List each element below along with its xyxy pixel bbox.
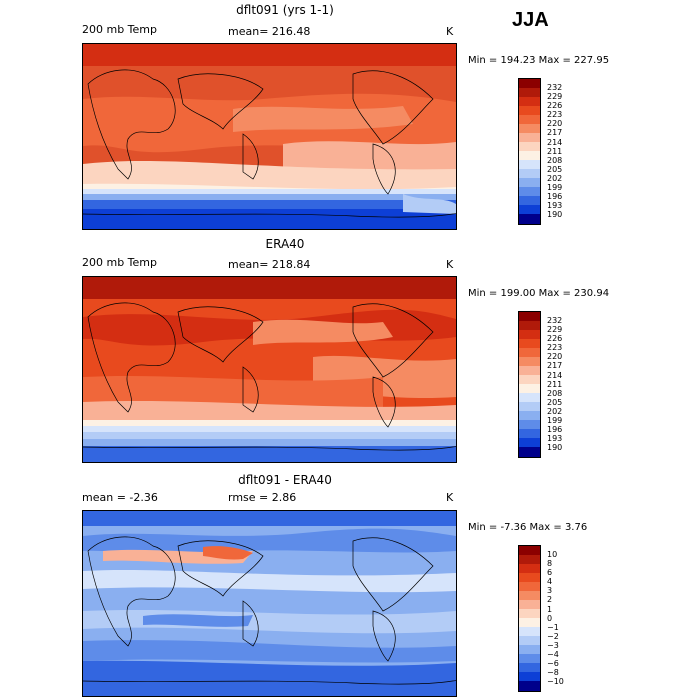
- colorbar-tick: 226: [547, 334, 563, 344]
- unit-label: K: [446, 25, 454, 38]
- colorbar-tick: 199: [547, 416, 563, 426]
- colorbar-difference: [518, 545, 541, 692]
- colorbar-tick: 4: [547, 577, 553, 587]
- colorbar-tick: 202: [547, 406, 563, 416]
- colorbar-tick: −10: [547, 677, 564, 687]
- map-panel-model: [82, 43, 457, 230]
- map-panel-difference: [82, 510, 457, 697]
- min-max-stats: Min = 194.23 Max = 227.95: [468, 55, 610, 66]
- colorbar-model: [518, 78, 541, 225]
- colorbar-tick: 232: [547, 83, 563, 92]
- colorbar-labels: 232 229 226 223 220 217 214 211 208 205 …: [547, 83, 562, 219]
- colorbar-labels: 10 8 6 4 3 2 1 0 −1 −2 −3 −4 −6 −8 −10: [547, 550, 564, 686]
- min-max-stats: Min = -7.36 Max = 3.76: [468, 522, 588, 533]
- colorbar-tick: 208: [547, 388, 563, 398]
- unit-label: K: [446, 491, 454, 504]
- colorbar-tick: 2: [547, 595, 553, 605]
- colorbar-tick: −8: [547, 668, 559, 678]
- min-max-stats: Min = 199.00 Max = 230.94: [468, 288, 610, 299]
- colorbar-tick: 217: [547, 128, 563, 138]
- colorbar-tick: 8: [547, 559, 553, 569]
- colorbar-tick: 223: [547, 343, 563, 353]
- colorbar-tick: 0: [547, 613, 553, 623]
- colorbar-tick: 208: [547, 155, 563, 165]
- colorbar-tick: 202: [547, 173, 563, 183]
- colorbar-tick: 220: [547, 119, 563, 129]
- colorbar-tick: 196: [547, 192, 563, 202]
- rmse-label: rmse = 2.86: [228, 491, 297, 504]
- colorbar-labels: 232 229 226 223 220 217 214 211 208 205 …: [547, 316, 562, 452]
- mean-label: mean= 216.48: [228, 25, 311, 38]
- colorbar-tick: 193: [547, 434, 563, 444]
- colorbar-tick: −2: [547, 631, 559, 641]
- colorbar-tick: 226: [547, 101, 563, 111]
- colorbar-tick: 3: [547, 586, 553, 596]
- panel-title: ERA40: [265, 237, 305, 251]
- colorbar-tick: 10: [547, 550, 558, 559]
- temperature-map: [83, 44, 456, 229]
- colorbar-tick: 229: [547, 92, 563, 102]
- variable-label: 200 mb Temp: [82, 23, 158, 36]
- colorbar-tick: 205: [547, 164, 563, 174]
- mean-label: mean= 218.84: [228, 258, 311, 271]
- colorbar-tick: −1: [547, 622, 559, 632]
- colorbar-tick: 205: [547, 397, 563, 407]
- colorbar-tick: 232: [547, 316, 563, 325]
- colorbar-tick: −4: [547, 650, 559, 660]
- colorbar-tick: −6: [547, 659, 559, 669]
- season-title: JJA: [512, 9, 549, 31]
- colorbar-tick: 190: [547, 210, 563, 220]
- colorbar-tick: 199: [547, 183, 563, 193]
- mean-label: mean = -2.36: [82, 491, 158, 504]
- colorbar-tick: 190: [547, 443, 563, 453]
- colorbar-tick: 214: [547, 137, 563, 147]
- colorbar-tick: 211: [547, 146, 563, 156]
- temperature-map: [83, 277, 456, 462]
- panel-title: dflt091 (yrs 1-1): [236, 3, 334, 17]
- panel-title: dflt091 - ERA40: [238, 473, 332, 487]
- colorbar-tick: 223: [547, 110, 563, 120]
- map-panel-reanalysis: [82, 276, 457, 463]
- unit-label: K: [446, 258, 454, 271]
- colorbar-tick: 193: [547, 201, 563, 211]
- colorbar-tick: 229: [547, 325, 563, 335]
- colorbar-tick: −3: [547, 640, 559, 650]
- colorbar-tick: 220: [547, 352, 563, 362]
- colorbar-tick: 211: [547, 379, 563, 389]
- colorbar-tick: 196: [547, 425, 563, 435]
- colorbar-tick: 214: [547, 370, 563, 380]
- difference-map: [83, 511, 456, 696]
- colorbar-tick: 1: [547, 604, 553, 614]
- variable-label: 200 mb Temp: [82, 256, 158, 269]
- colorbar-tick: 217: [547, 361, 563, 371]
- colorbar-reanalysis: [518, 311, 541, 458]
- colorbar-tick: 6: [547, 568, 553, 578]
